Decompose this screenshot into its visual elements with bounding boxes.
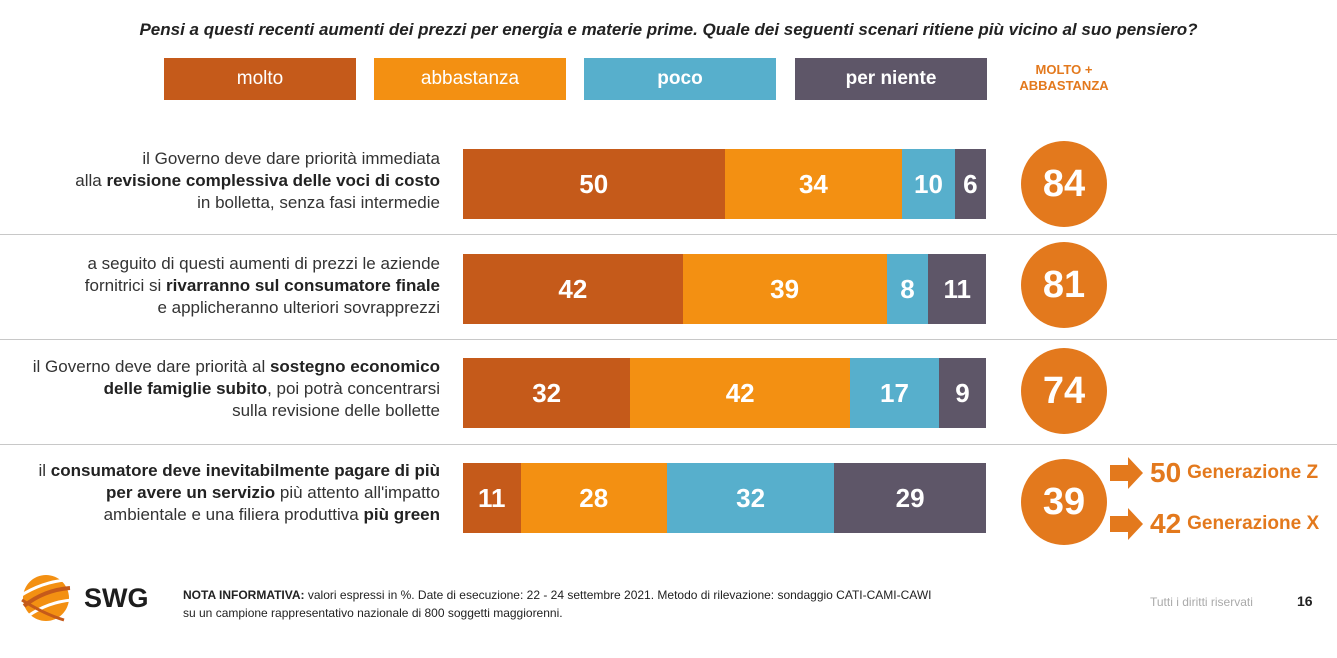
footnote: NOTA INFORMATIVA: valori espressi in %. …	[183, 586, 1063, 622]
bar-segment-molto: 11	[463, 463, 521, 533]
bar-segment-abbastanza: 28	[520, 463, 667, 533]
combined-value: 81	[1042, 263, 1086, 306]
data-label: 11	[943, 273, 971, 304]
combined-value: 39	[1042, 480, 1086, 523]
row-label-text: alla	[75, 171, 107, 190]
data-label: 11	[478, 482, 506, 513]
row-separator	[0, 339, 1337, 340]
data-label: 50	[579, 168, 609, 199]
row-label-bold: delle famiglie subito	[103, 379, 268, 398]
bar-segment-abbastanza: 34	[724, 149, 903, 219]
row-label-bold: sostegno economico	[269, 357, 440, 376]
arrow-right-icon	[1110, 457, 1143, 489]
data-label: 10	[914, 168, 943, 199]
footnote-bold: NOTA INFORMATIVA:	[183, 588, 305, 602]
bar-segment-poco: 10	[902, 149, 955, 219]
row-label: il Governo deve dare priorità al sostegn…	[10, 356, 440, 422]
row-label-bold: consumatore deve inevitabilmente pagare …	[50, 461, 440, 480]
page-number: 16	[1297, 593, 1313, 609]
stacked-bar: 50 34 10 6	[463, 149, 986, 219]
stacked-bar: 42 39 8 11	[463, 254, 986, 324]
data-label: 29	[895, 482, 925, 513]
row-separator	[0, 444, 1337, 445]
data-label: 39	[770, 273, 800, 304]
row-label-text: e applicheranno ulteriori sovrapprezzi	[157, 298, 440, 317]
bar-segment-molto: 32	[463, 358, 631, 428]
bar-segment-per-niente: 11	[928, 254, 986, 324]
row-label-text: fornitrici si	[84, 276, 167, 295]
combined-header: MOLTO + ABBASTANZA	[1019, 62, 1109, 93]
row-label-text: , poi potrà concentrarsi	[267, 379, 440, 398]
data-label: 32	[736, 482, 766, 513]
combined-value: 84	[1042, 162, 1086, 205]
bar-segment-poco: 32	[666, 463, 835, 533]
subgroup-label: Generazione X	[1187, 513, 1320, 534]
row-label-text: il	[38, 461, 51, 480]
stacked-bar: 32 42 17 9	[463, 358, 986, 428]
legend-item-abbastanza: abbastanza	[374, 58, 566, 100]
bar-segment-per-niente: 29	[834, 463, 986, 533]
footnote-line2: su un campione rappresentativo nazionale…	[183, 606, 563, 620]
rights-text: Tutti i diritti riservati	[1150, 595, 1253, 609]
combined-value-circle: 74	[1021, 348, 1107, 434]
data-label: 42	[725, 377, 755, 408]
data-label: 42	[558, 273, 588, 304]
chart-title: Pensi a questi recenti aumenti dei prezz…	[139, 20, 1198, 39]
bar-segment-abbastanza: 42	[630, 358, 851, 428]
row-label-text: ambientale e una filiera produttiva	[103, 505, 364, 524]
combined-value-circle: 84	[1021, 141, 1107, 227]
row-label-bold: revisione complessiva delle voci di cost…	[106, 171, 440, 190]
data-label: 6	[963, 168, 978, 199]
combined-value-circle: 81	[1021, 242, 1107, 328]
logo-text: SWG	[84, 582, 149, 613]
bar-segment-poco: 17	[850, 358, 939, 428]
legend-item-per-niente: per niente	[795, 58, 987, 100]
combined-value-circle: 39	[1021, 459, 1107, 545]
bar-segment-abbastanza: 39	[682, 254, 887, 324]
stacked-bar: 11 28 32 29	[463, 463, 986, 533]
bar-segment-molto: 50	[463, 149, 725, 219]
subgroup-value: 42	[1150, 508, 1182, 539]
row-label-text: il Governo deve dare priorità al	[32, 357, 270, 376]
row-label-bold: per avere un servizio	[106, 483, 276, 502]
swg-logo: SWG	[14, 570, 149, 626]
row-label-text: in bolletta, senza fasi intermedie	[197, 193, 440, 212]
row-label: il Governo deve dare priorità immediata a…	[10, 148, 440, 214]
arrow-right-icon	[1110, 508, 1143, 540]
row-label-text: il Governo deve dare priorità immediata	[142, 149, 440, 168]
subgroup-genx: 42 Generazione X	[1110, 507, 1319, 541]
data-label: 34	[798, 168, 828, 199]
bar-segment-poco: 8	[886, 254, 929, 324]
subgroup-value: 50	[1150, 457, 1182, 488]
row-label-text: più attento all'impatto	[275, 483, 440, 502]
bar-segment-per-niente: 6	[954, 149, 986, 219]
row-label: il consumatore deve inevitabilmente paga…	[10, 460, 441, 526]
row-label-text: a seguito di questi aumenti di prezzi le…	[87, 254, 441, 273]
row-label-bold: più green	[363, 505, 440, 524]
subgroup-genz: 50 Generazione Z	[1110, 456, 1318, 490]
row-label-text: sulla revisione delle bollette	[232, 401, 440, 420]
legend-item-poco: poco	[584, 58, 776, 100]
globe-logo-icon	[19, 575, 73, 622]
data-label: 17	[880, 377, 909, 408]
bar-segment-molto: 42	[463, 254, 683, 324]
data-label: 32	[532, 377, 562, 408]
data-label: 28	[579, 482, 609, 513]
row-label-bold: rivarranno sul consumatore finale	[166, 276, 440, 295]
footnote-line1: valori espressi in %. Date di esecuzione…	[304, 588, 932, 602]
data-label: 9	[955, 377, 970, 408]
legend-item-molto: molto	[164, 58, 356, 100]
subgroup-label: Generazione Z	[1187, 462, 1319, 483]
combined-value: 74	[1042, 369, 1086, 412]
row-separator	[0, 234, 1337, 235]
bar-segment-per-niente: 9	[938, 358, 986, 428]
row-label: a seguito di questi aumenti di prezzi le…	[10, 253, 440, 319]
data-label: 8	[900, 273, 915, 304]
